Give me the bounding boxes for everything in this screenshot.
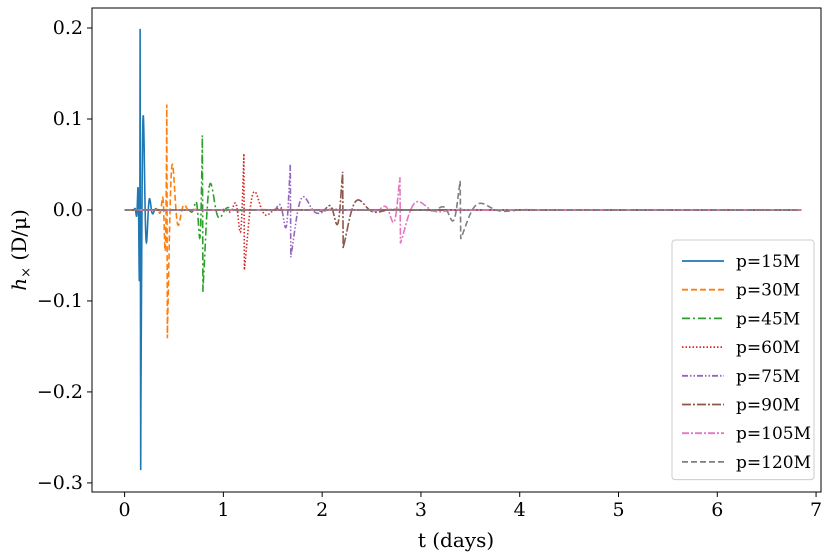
legend-label-5: p=75M bbox=[736, 367, 800, 387]
y-tick-label: 0.0 bbox=[53, 199, 83, 221]
legend-label-2: p=30M bbox=[736, 281, 800, 301]
x-tick-label: 6 bbox=[711, 499, 723, 521]
x-tick-label: 2 bbox=[316, 499, 328, 521]
y-tick-label: −0.1 bbox=[37, 290, 83, 312]
legend-label-7: p=105M bbox=[736, 424, 811, 444]
y-tick-label: 0.2 bbox=[53, 17, 83, 39]
y-tick-label: 0.1 bbox=[53, 108, 83, 130]
legend: p=15M p=30M p=45M p=60M p=75M p=90M p=105M p=12… bbox=[671, 239, 815, 481]
legend-label-1: p=15M bbox=[736, 252, 800, 272]
legend-box bbox=[671, 239, 815, 481]
legend-label-3: p=45M bbox=[736, 309, 800, 329]
y-tick-label: −0.2 bbox=[37, 381, 83, 403]
series-layer bbox=[124, 28, 802, 471]
x-axis: 0 1 2 3 4 5 6 7 bbox=[119, 492, 822, 521]
legend-label-6: p=90M bbox=[736, 396, 800, 416]
y-axis: −0.3 −0.2 −0.1 0.0 0.1 0.2 bbox=[37, 17, 92, 494]
legend-label-8: p=120M bbox=[736, 453, 811, 473]
plot-frame bbox=[91, 7, 822, 493]
x-axis-label: t (days) bbox=[418, 528, 494, 552]
series-line-8 bbox=[124, 180, 802, 240]
x-tick-label: 7 bbox=[810, 499, 822, 521]
y-tick-label: −0.3 bbox=[37, 472, 83, 494]
x-tick-label: 3 bbox=[415, 499, 427, 521]
legend-label-4: p=60M bbox=[736, 338, 800, 358]
x-tick-label: 5 bbox=[612, 499, 624, 521]
x-tick-label: 0 bbox=[119, 499, 131, 521]
y-axis-label: h× (D/μ) bbox=[7, 209, 34, 291]
x-tick-label: 4 bbox=[514, 499, 526, 521]
x-tick-label: 1 bbox=[217, 499, 229, 521]
